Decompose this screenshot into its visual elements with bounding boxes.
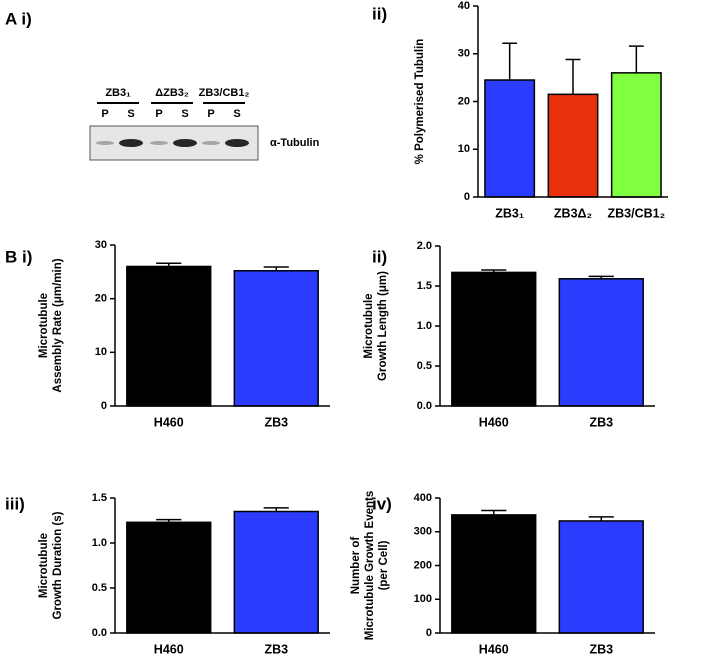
- bar: [126, 265, 212, 407]
- bar: [547, 93, 599, 198]
- y-tick-label: 0: [101, 400, 107, 412]
- bar: [610, 72, 662, 198]
- y-axis-label: Growth Duration (s): [52, 511, 64, 619]
- protein-label: α-Tubulin: [270, 137, 320, 149]
- bar: [233, 510, 319, 634]
- lane-label: P: [155, 108, 162, 120]
- lane-label: S: [181, 108, 188, 120]
- lane-label: S: [233, 108, 240, 120]
- y-tick-label: 10: [458, 143, 470, 155]
- y-axis-label: (per Cell): [378, 540, 390, 590]
- x-tick-label: H460: [479, 415, 509, 429]
- x-tick-label: H460: [154, 642, 184, 656]
- y-tick-label: 20: [458, 95, 470, 107]
- y-tick-label: 2.0: [417, 240, 432, 252]
- x-tick-label: ZB3: [589, 642, 613, 656]
- blot-band: [202, 141, 220, 145]
- y-tick-label: 20: [95, 293, 107, 305]
- y-tick-label: 300: [414, 526, 432, 538]
- y-axis-label: Microtubule: [38, 293, 50, 358]
- y-tick-label: 10: [95, 346, 107, 358]
- y-axis-label: Microtubule: [38, 533, 50, 598]
- lane-label: S: [127, 108, 134, 120]
- x-tick-label: ZB3Δ₂: [554, 206, 592, 220]
- panel-label: B i): [5, 247, 32, 266]
- y-tick-label: 0.5: [417, 360, 432, 372]
- y-tick-label: 100: [414, 593, 432, 605]
- bar: [484, 79, 536, 198]
- panel-label: iv): [372, 494, 392, 513]
- y-tick-label: 0.0: [417, 400, 432, 412]
- y-tick-label: 40: [458, 0, 470, 12]
- lane-group-label: ΔZB3₂: [155, 87, 189, 99]
- x-tick-label: H460: [479, 642, 509, 656]
- bar: [233, 270, 319, 407]
- y-tick-label: 0: [426, 627, 432, 639]
- y-tick-label: 30: [458, 48, 470, 60]
- lane-group-label: ZB3/CB1₂: [199, 87, 250, 99]
- blot-band: [225, 139, 249, 147]
- y-tick-label: 0: [464, 191, 470, 203]
- blot-band: [173, 139, 197, 147]
- y-tick-label: 1.5: [92, 492, 107, 504]
- y-axis-label: % Polymerised Tubulin: [414, 39, 426, 165]
- y-tick-label: 1.5: [417, 280, 432, 292]
- blot-band: [96, 141, 114, 145]
- panel-label: ii): [372, 4, 387, 23]
- x-tick-label: ZB3₁: [495, 206, 524, 220]
- bar: [451, 271, 537, 407]
- y-tick-label: 1.0: [92, 537, 107, 549]
- y-axis-label: Microtubule: [363, 293, 375, 358]
- y-tick-label: 0.5: [92, 582, 107, 594]
- y-tick-label: 400: [414, 492, 432, 504]
- x-tick-label: ZB3: [589, 415, 613, 429]
- blot-band: [119, 139, 143, 147]
- panel-label: A i): [5, 9, 32, 28]
- bar: [558, 520, 644, 634]
- lane-label: P: [101, 108, 108, 120]
- x-tick-label: ZB3: [264, 642, 288, 656]
- y-tick-label: 200: [414, 559, 432, 571]
- x-tick-label: ZB3: [264, 415, 288, 429]
- bar: [558, 278, 644, 407]
- panel-label: ii): [372, 247, 387, 266]
- panel-label: iii): [5, 494, 25, 513]
- y-axis-label: Number of: [350, 537, 362, 595]
- bar: [126, 521, 212, 634]
- y-axis-label: Growth Length (μm): [377, 271, 389, 381]
- bar: [451, 514, 537, 634]
- x-tick-label: ZB3/CB1₂: [608, 206, 666, 220]
- y-tick-label: 1.0: [417, 320, 432, 332]
- x-tick-label: H460: [154, 415, 184, 429]
- blot-band: [150, 141, 168, 145]
- y-tick-label: 30: [95, 239, 107, 251]
- y-axis-label: Assembly Rate (μm/min): [52, 258, 64, 392]
- lane-label: P: [207, 108, 214, 120]
- y-tick-label: 0.0: [92, 627, 107, 639]
- lane-group-label: ZB3₁: [105, 87, 131, 99]
- y-axis-label: Microtubule Growth Events: [364, 491, 376, 641]
